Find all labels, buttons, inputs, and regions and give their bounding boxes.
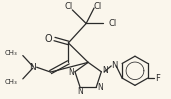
Text: F: F xyxy=(155,74,160,83)
Text: N: N xyxy=(77,87,83,96)
Text: CH₃: CH₃ xyxy=(4,79,17,85)
Text: CH₃: CH₃ xyxy=(4,50,17,56)
Text: Cl: Cl xyxy=(64,2,73,11)
Text: Cl: Cl xyxy=(109,19,117,28)
Text: N: N xyxy=(29,63,36,72)
Text: N: N xyxy=(102,66,108,75)
Text: Cl: Cl xyxy=(94,1,102,10)
Text: N: N xyxy=(68,68,74,77)
Text: N: N xyxy=(111,61,117,70)
Text: O: O xyxy=(45,34,52,44)
Text: N: N xyxy=(97,83,103,92)
